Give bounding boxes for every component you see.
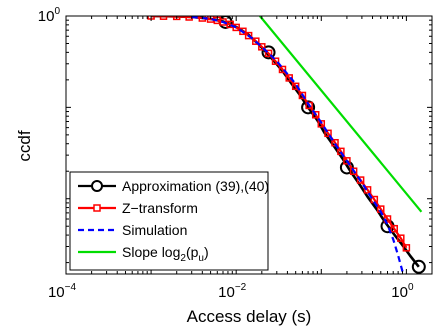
legend-label-2: Simulation	[122, 222, 187, 238]
series-point-square	[311, 111, 320, 119]
legend: Approximation (39),(40) Z−transform Simula…	[69, 171, 269, 271]
y-axis-label: ccdf	[15, 130, 34, 161]
series-point-square	[363, 186, 372, 194]
series-point-square	[278, 65, 287, 74]
legend-label-3: Slope log2(pu)	[122, 244, 209, 264]
series-point-square	[244, 31, 253, 40]
series-point-square	[252, 37, 260, 45]
series-point-circle	[411, 259, 426, 274]
series-point-circle	[301, 100, 316, 115]
series-point-square	[239, 27, 247, 36]
legend-marker-square	[93, 204, 101, 212]
series-point-square	[390, 224, 398, 233]
series-point-square	[337, 147, 345, 156]
series-point-square	[397, 234, 405, 242]
x-axis-label: Access delay (s)	[187, 307, 312, 326]
legend-label-0: Approximation (39),(40)	[122, 178, 269, 194]
legend-label-1: Z−transform	[122, 200, 198, 216]
series-point-square	[264, 49, 273, 58]
axes-box	[65, 15, 433, 275]
series-point-square	[343, 157, 351, 165]
series-point-square	[349, 167, 358, 175]
x-tick-label: 100	[391, 282, 414, 301]
x-tick-label: 10−4	[48, 282, 77, 301]
series-point-square	[402, 244, 411, 252]
series-point-square	[285, 74, 293, 82]
series-point-square	[305, 101, 313, 110]
y-tick-label: 100	[38, 6, 61, 25]
ticks-layer: 10−4 10−2 100 100	[38, 6, 433, 301]
series-point-square	[356, 176, 365, 184]
series-point-circle	[261, 45, 276, 60]
series-point-square	[271, 57, 280, 65]
series-point-square	[232, 23, 240, 32]
series-line-3	[259, 16, 423, 213]
series-point-square	[298, 91, 307, 100]
series-point-square	[324, 129, 332, 138]
x-tick-label: 10−2	[218, 282, 247, 301]
series-point-square	[258, 43, 266, 51]
legend-box	[69, 171, 269, 271]
series-point-square	[291, 82, 300, 91]
legend-marker-circle	[91, 180, 103, 192]
